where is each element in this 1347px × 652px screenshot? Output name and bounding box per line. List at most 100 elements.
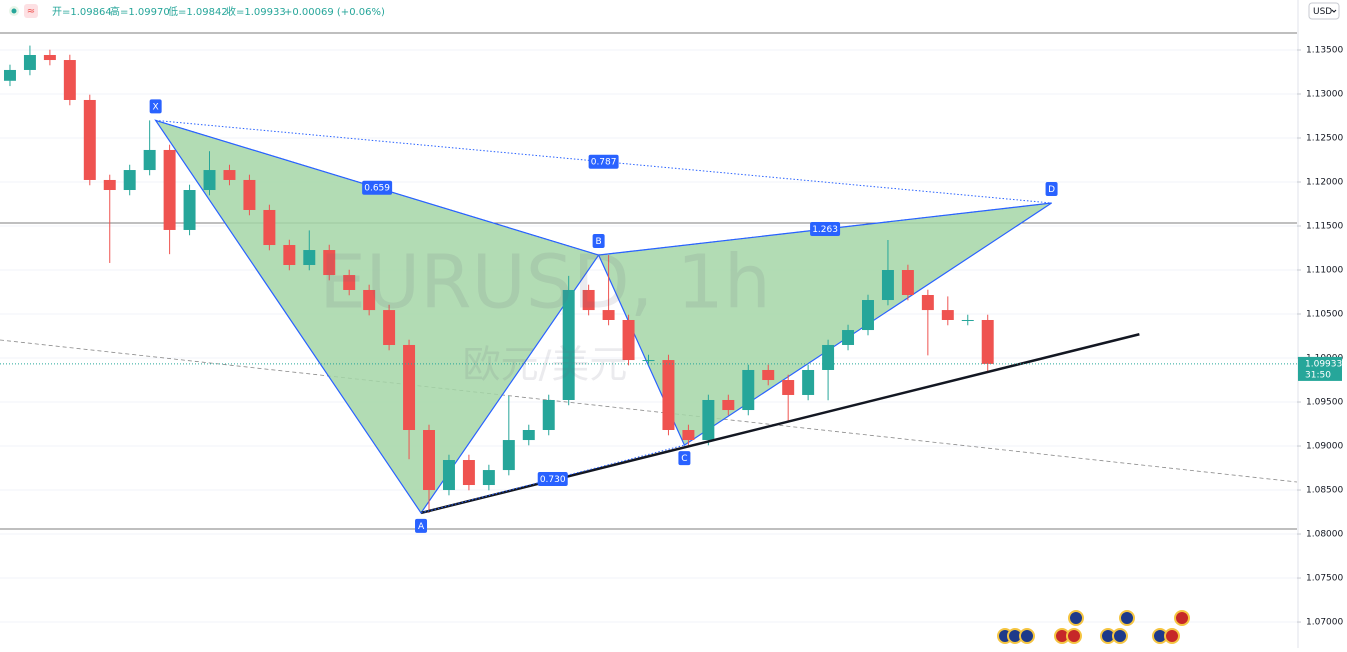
candle-body — [981, 319, 994, 364]
candle-body — [83, 99, 96, 180]
y-tick-label: 1.09500 — [1306, 398, 1343, 408]
currency-box[interactable] — [1308, 2, 1340, 20]
watermark-sub: 欧元/美元 — [463, 343, 628, 387]
currency-label[interactable]: USD — [1313, 7, 1332, 17]
y-tick-label: 1.08000 — [1306, 530, 1343, 540]
ratio-label-box — [537, 472, 568, 487]
main-layer — [0, 32, 1298, 530]
candle-body — [103, 179, 116, 191]
candle-body — [542, 399, 555, 431]
candle-body — [43, 55, 56, 61]
candle-body — [702, 399, 715, 441]
countdown-label: 31:50 — [1305, 370, 1331, 380]
candle-body — [822, 344, 835, 370]
header-high: 高=1.09970 — [110, 5, 170, 18]
candle-body — [921, 295, 934, 311]
candle-body — [622, 319, 635, 361]
y-tick-label: 1.10500 — [1306, 310, 1343, 320]
candle-body — [482, 470, 495, 486]
candle-body — [682, 430, 695, 441]
candle-body — [263, 209, 276, 246]
candle-body — [3, 69, 16, 81]
point-label-box — [415, 518, 428, 533]
point-label-box — [592, 234, 605, 249]
currency-arrow — [1331, 9, 1337, 13]
candle-body — [223, 170, 236, 180]
ratio-label: 0.787 — [591, 158, 617, 168]
event-icon[interactable] — [1066, 628, 1082, 644]
point-label-box — [149, 99, 162, 114]
candle-body — [23, 55, 36, 70]
candle-body — [762, 369, 775, 381]
candle-body — [283, 245, 296, 265]
y-tick-label: 1.11000 — [1306, 266, 1343, 276]
candle-body — [722, 399, 735, 411]
last-price-label: 1.09933 — [1305, 359, 1342, 369]
candle-body — [782, 380, 795, 395]
icon-box[interactable] — [24, 4, 38, 18]
candle-body — [63, 60, 76, 100]
candle-body — [323, 250, 336, 276]
event-icon[interactable] — [1119, 610, 1135, 626]
ratio-label-box — [810, 222, 841, 237]
candle-body — [462, 460, 475, 486]
y-tick-label: 1.09000 — [1306, 442, 1343, 452]
candle-body — [243, 179, 256, 210]
event-icon[interactable] — [1164, 628, 1180, 644]
candle-body — [582, 289, 595, 311]
y-tick-label: 1.13500 — [1306, 45, 1343, 55]
candle-body — [442, 460, 455, 491]
candle-body — [662, 360, 675, 431]
candle-body — [562, 289, 575, 400]
candle-body — [143, 149, 156, 171]
ratio-label-box — [588, 154, 619, 169]
candle-body — [203, 170, 216, 191]
point-label: C — [681, 454, 687, 464]
event-icon[interactable] — [1112, 628, 1128, 644]
y-tick-label: 1.11500 — [1306, 222, 1343, 232]
candle-body — [742, 369, 755, 411]
y-tick-label: 1.07000 — [1306, 618, 1343, 628]
candle-body — [961, 319, 974, 321]
candle-body — [901, 270, 914, 296]
last-price-box — [1298, 356, 1342, 381]
icon: ≈ — [27, 6, 35, 17]
watermark: EURUSD, 1h — [319, 240, 770, 326]
y-tick-label: 1.12500 — [1306, 133, 1343, 143]
header-close: 收=1.09933 — [226, 5, 286, 18]
point-label: D — [1048, 185, 1055, 195]
ratio-label: 0.659 — [364, 184, 390, 194]
y-tick-label: 1.07500 — [1306, 574, 1343, 584]
event-icon[interactable] — [1068, 610, 1084, 626]
ratio-label: 1.263 — [812, 225, 838, 235]
candle-body — [303, 250, 316, 265]
candle-body — [881, 270, 894, 301]
header: ≈ 开=1.09864 高=1.09970 低=1.09842 收=1.0993… — [9, 4, 385, 18]
candle-body — [602, 310, 615, 320]
candle-body — [403, 344, 416, 431]
y-tick-label: 1.08500 — [1306, 486, 1343, 496]
event-icon[interactable] — [1174, 610, 1190, 626]
candle-body — [163, 149, 176, 230]
y-tick-label: 1.13000 — [1306, 89, 1343, 99]
ratio-label-box — [362, 180, 393, 195]
ratio-line — [155, 119, 1052, 204]
candle-body — [941, 310, 954, 320]
candle-body — [183, 190, 196, 230]
ratio-label: 0.730 — [540, 475, 566, 485]
candle-body — [363, 289, 376, 311]
candle-body — [522, 430, 535, 441]
candle-body — [502, 440, 515, 471]
candle-body — [842, 330, 855, 345]
candle-body — [123, 170, 136, 191]
point-label: A — [418, 522, 425, 532]
candle-body — [383, 310, 396, 345]
header-open: 开=1.09864 — [52, 7, 112, 18]
currency-button[interactable]: USD — [1308, 2, 1340, 20]
candle-body — [642, 360, 655, 362]
event-icon[interactable] — [1019, 628, 1035, 644]
candle-body — [802, 369, 815, 395]
header-low: 低=1.09842 — [168, 5, 228, 18]
